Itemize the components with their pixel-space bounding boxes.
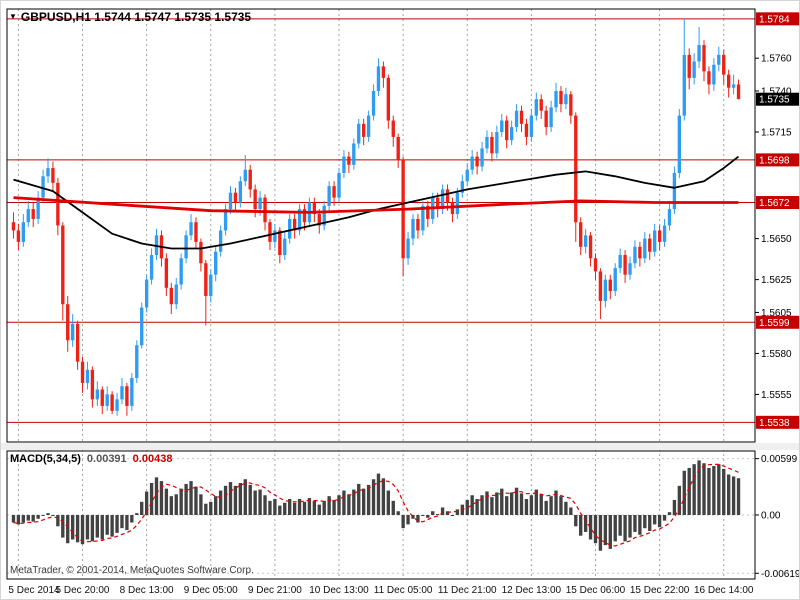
level-price-badge xyxy=(756,415,799,429)
macd-signal-value: 0.00438 xyxy=(132,453,173,465)
chart-title: ▼ GBPUSD,H1 1.5744 1.5747 1.5735 1.5735 xyxy=(9,10,251,24)
level-price-badge xyxy=(756,153,799,167)
price-tick-label: 1.5605 xyxy=(761,308,792,319)
level-price-badge xyxy=(756,196,799,210)
level-price-label: 1.5698 xyxy=(759,155,790,166)
ma-black-line xyxy=(13,155,740,250)
price-tick-label: 1.5555 xyxy=(761,390,792,401)
time-label: 5 Dec 20:00 xyxy=(56,585,110,596)
macd-signal xyxy=(13,463,739,547)
macd-signal-line xyxy=(13,463,739,547)
time-label: 15 Dec 06:00 xyxy=(566,585,626,596)
level-price-label: 1.5672 xyxy=(759,198,790,209)
price-tick-label: 1.5760 xyxy=(761,54,792,65)
level-price-label: 1.5784 xyxy=(759,14,790,25)
symbol-period-label: GBPUSD,H1 xyxy=(20,10,91,24)
macd-tick-label: 0.00599 xyxy=(761,454,798,465)
ma-layer xyxy=(13,155,740,250)
current-price-label: 1.5735 xyxy=(759,95,790,106)
time-label: 15 Dec 22:00 xyxy=(630,585,690,596)
macd-tick-label: -0.00619 xyxy=(761,569,800,580)
time-label: 11 Dec 05:00 xyxy=(374,585,433,596)
macd-histogram xyxy=(11,460,741,551)
pane-borders xyxy=(6,8,756,580)
time-label: 8 Dec 13:00 xyxy=(120,585,174,596)
macd-axis[interactable]: 0.00599 0.00 -0.00619 xyxy=(755,454,800,580)
macd-grid xyxy=(7,458,755,574)
pane-splitter-handle[interactable] xyxy=(1,443,800,450)
level-price-label: 1.5599 xyxy=(759,318,790,329)
price-tick-label: 1.5740 xyxy=(761,87,792,98)
macd-name: MACD(5,34,5) xyxy=(10,453,81,465)
level-price-badge xyxy=(756,12,799,26)
macd-tick-label: 0.00 xyxy=(761,511,781,522)
current-price-badge xyxy=(756,92,799,106)
grid-layer xyxy=(17,9,725,579)
chart-menu-icon[interactable]: ▼ xyxy=(9,12,17,21)
price-axis[interactable]: 1.57601.57401.57151.56501.56251.56051.55… xyxy=(755,12,800,429)
time-label: 11 Dec 21:00 xyxy=(438,585,497,596)
time-label: 5 Dec 2014 xyxy=(8,585,60,596)
ma-red-line xyxy=(13,196,739,214)
time-label: 10 Dec 13:00 xyxy=(309,585,369,596)
price-tick-label: 1.5625 xyxy=(761,275,792,286)
time-label: 9 Dec 21:00 xyxy=(248,585,302,596)
level-lines[interactable] xyxy=(7,18,755,423)
time-label: 12 Dec 13:00 xyxy=(502,585,562,596)
time-label: 16 Dec 14:00 xyxy=(694,585,754,596)
copyright-credit: MetaTrader, © 2001-2014, MetaQuotes Soft… xyxy=(10,565,254,576)
price-tick-label: 1.5650 xyxy=(761,234,792,245)
macd-indicator-label: MACD(5,34,5) 0.00391 0.00438 xyxy=(10,453,172,465)
time-label: 9 Dec 05:00 xyxy=(184,585,238,596)
level-price-label: 1.5538 xyxy=(759,418,790,429)
candles-layer xyxy=(11,18,741,416)
macd-value: 0.00391 xyxy=(86,453,127,465)
price-tick-label: 1.5580 xyxy=(761,349,792,360)
pane-splitter[interactable] xyxy=(1,443,800,450)
level-price-badge xyxy=(756,315,799,329)
price-tick-label: 1.5715 xyxy=(761,128,792,139)
ohlc-values: 1.5744 1.5747 1.5735 1.5735 xyxy=(94,10,252,24)
